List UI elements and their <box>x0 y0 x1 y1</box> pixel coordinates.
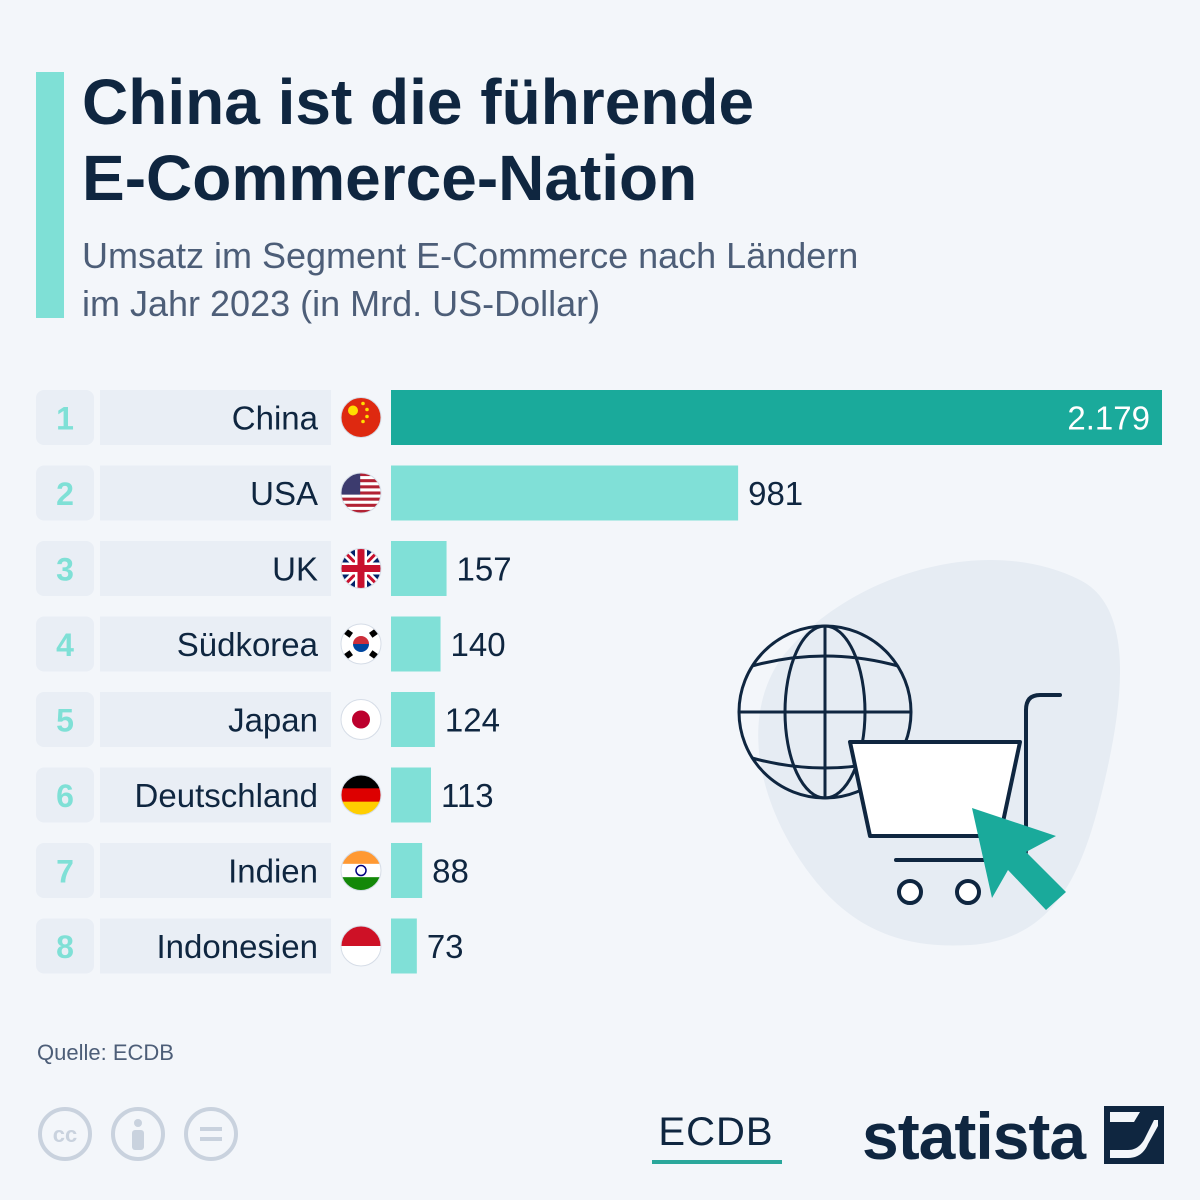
country-cell <box>100 692 331 747</box>
rank-cell <box>36 918 94 974</box>
south-korea-flag-icon <box>340 623 382 665</box>
value-label: 981 <box>748 475 803 512</box>
rank-label: 1 <box>56 401 74 437</box>
country-cell <box>100 390 331 445</box>
source-note: Quelle: ECDB <box>37 1040 174 1065</box>
bar <box>391 616 441 672</box>
rank-label: 3 <box>56 552 74 588</box>
country-label: Indonesien <box>157 928 318 965</box>
page-subtitle: Umsatz im Segment E-Commerce nach Länder… <box>82 232 1082 328</box>
title-line-1: China ist die führende <box>82 66 755 138</box>
country-label: UK <box>272 551 318 588</box>
uk-flag-icon <box>340 548 382 589</box>
no-derivatives-icon <box>184 1107 238 1161</box>
rank-cell <box>36 541 94 596</box>
country-cell <box>100 616 331 672</box>
svg-text:cc: cc <box>53 1122 77 1147</box>
globe-icon <box>737 624 913 800</box>
country-label: Indien <box>228 853 318 890</box>
value-label: 157 <box>457 551 512 588</box>
rank-label: 2 <box>56 476 74 512</box>
country-cell <box>100 767 331 823</box>
country-label: USA <box>250 475 318 512</box>
indonesia-flag-icon <box>340 925 382 967</box>
value-label: 124 <box>445 702 500 739</box>
rank-cell <box>36 465 94 521</box>
country-label: Japan <box>228 702 318 739</box>
cc-icon: cc <box>38 1107 92 1161</box>
ecdb-logo-underline <box>652 1160 782 1164</box>
statista-logo: statista <box>862 1099 1086 1173</box>
rank-label: 4 <box>56 627 74 663</box>
bar <box>391 767 431 823</box>
country-cell <box>100 541 331 596</box>
page-title: China ist die führende E-Commerce-Nation <box>82 64 1162 216</box>
country-cell <box>100 465 331 521</box>
value-label: 113 <box>441 777 494 814</box>
rank-label: 7 <box>56 854 74 890</box>
country-label: Südkorea <box>177 626 319 663</box>
cursor-arrow-icon <box>972 808 1066 910</box>
value-label: 73 <box>427 928 464 965</box>
country-label: Deutschland <box>135 777 318 814</box>
bar <box>391 390 1162 445</box>
rank-label: 5 <box>56 703 74 739</box>
usa-flag-icon <box>340 472 382 514</box>
country-cell <box>100 918 331 974</box>
bar <box>391 541 447 596</box>
bar-chart: 1 China 2.179 2 USA 981 3 UK 157 4 Südkorea 140 5 Jap… <box>36 390 1162 974</box>
value-label: 140 <box>451 626 506 663</box>
value-label: 2.179 <box>1067 400 1150 437</box>
rank-label: 8 <box>56 929 74 965</box>
statista-logo-mark <box>1104 1106 1164 1164</box>
rank-cell <box>36 843 94 898</box>
india-flag-icon <box>340 850 382 891</box>
accent-bar <box>36 72 64 318</box>
rank-cell <box>36 390 94 445</box>
germany-flag-icon <box>340 774 382 816</box>
ecdb-logo: ECDB <box>658 1110 774 1154</box>
ecommerce-illustration <box>737 559 1120 946</box>
subtitle-line-2: im Jahr 2023 (in Mrd. US-Dollar) <box>82 283 601 324</box>
japan-flag-icon <box>340 699 382 740</box>
rank-label: 6 <box>56 778 74 814</box>
country-label: China <box>232 400 319 437</box>
bar <box>391 918 417 974</box>
china-flag-icon <box>340 397 382 438</box>
rank-cell <box>36 616 94 672</box>
rank-cell <box>36 767 94 823</box>
country-cell <box>100 843 331 898</box>
value-label: 88 <box>432 853 469 890</box>
rank-cell <box>36 692 94 747</box>
bar <box>391 843 423 898</box>
subtitle-line-1: Umsatz im Segment E-Commerce nach Länder… <box>82 235 859 276</box>
by-attribution-icon <box>111 1107 165 1161</box>
title-line-2: E-Commerce-Nation <box>82 142 698 214</box>
bar <box>391 465 739 521</box>
license-icons: cc <box>38 1107 238 1161</box>
bar <box>391 692 435 747</box>
